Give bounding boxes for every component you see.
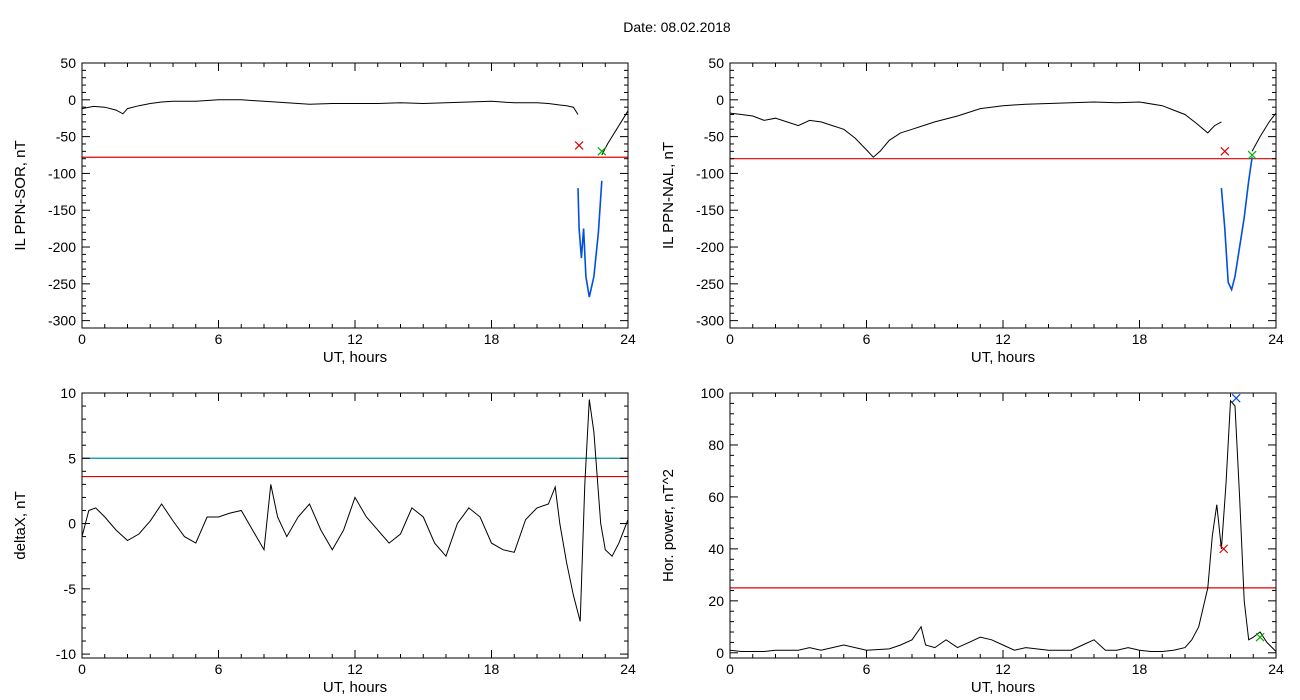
deltax-xtick-label: 6 xyxy=(215,661,223,677)
power-ytick-label: 100 xyxy=(701,385,725,401)
sor-xtick-label: 12 xyxy=(347,331,363,347)
deltax-xtick-label: 12 xyxy=(347,661,363,677)
nal-ytick-label: 50 xyxy=(708,55,724,71)
nal-ytick-label: -100 xyxy=(696,165,724,181)
sor-ytick-label: -50 xyxy=(56,129,76,145)
nal-plot-frame xyxy=(729,62,1277,329)
power-xtick-label: 0 xyxy=(726,661,734,677)
nal-ytick-label: -200 xyxy=(696,239,724,255)
nal-series-line-2 xyxy=(1251,112,1276,152)
sor-ytick-label: -250 xyxy=(48,276,76,292)
sor-ytick-label: -200 xyxy=(48,239,76,255)
nal-xtick-label: 0 xyxy=(726,331,734,347)
page-title: Date: 08.02.2018 xyxy=(0,19,1300,35)
power-marker-2 xyxy=(1255,632,1265,642)
power-series-line-0 xyxy=(730,399,1276,652)
sor-xtick-label: 24 xyxy=(620,331,636,347)
nal-ytick-label: -50 xyxy=(704,129,724,145)
nal-xtick-label: 12 xyxy=(995,331,1011,347)
nal-x-axis-label: UT, hours xyxy=(971,349,1035,366)
deltax-ytick-label: 10 xyxy=(60,385,76,401)
sor-ytick-label: 0 xyxy=(68,92,76,108)
power-marker-0 xyxy=(1219,544,1229,554)
sor-marker-1 xyxy=(597,146,607,156)
sor-series-line-0 xyxy=(82,99,579,115)
sor-ytick-label: -300 xyxy=(48,313,76,329)
sor-series-line-2 xyxy=(601,110,628,156)
nal-ytick-label: -250 xyxy=(696,276,724,292)
nal-ytick-label: -300 xyxy=(696,313,724,329)
sor-xtick-label: 6 xyxy=(215,331,223,347)
deltax-ytick-label: -10 xyxy=(56,646,76,662)
deltax-ytick-label: -5 xyxy=(64,581,77,597)
power-ytick-label: 40 xyxy=(708,541,724,557)
deltax-ytick-label: 5 xyxy=(68,450,76,466)
nal-series-line-0 xyxy=(730,101,1222,158)
sor-ytick-label: -100 xyxy=(48,165,76,181)
nal-y-axis-label: IL PPN-NAL, nT xyxy=(660,142,677,249)
power-xtick-label: 18 xyxy=(1132,661,1148,677)
power-x-axis-label: UT, hours xyxy=(971,679,1035,696)
sor-ytick-label: -150 xyxy=(48,202,76,218)
power-ytick-label: 20 xyxy=(708,593,724,609)
deltax-y-axis-label: deltaX, nT xyxy=(12,491,29,559)
nal-xtick-label: 24 xyxy=(1268,331,1284,347)
sor-plot-frame xyxy=(81,62,629,329)
power-xtick-label: 24 xyxy=(1268,661,1284,677)
sor-xtick-label: 0 xyxy=(78,331,86,347)
nal-ytick-label: 0 xyxy=(716,92,724,108)
sor-x-axis-label: UT, hours xyxy=(323,349,387,366)
power-y-axis-label: Hor. power, nT^2 xyxy=(660,469,677,582)
power-ytick-label: 0 xyxy=(716,645,724,661)
sor-marker-0 xyxy=(574,141,584,150)
deltax-xtick-label: 0 xyxy=(78,661,86,677)
sor-series-line-1 xyxy=(577,180,603,298)
power-ytick-label: 60 xyxy=(708,489,724,505)
nal-marker-1 xyxy=(1247,150,1257,160)
date-value: 08.02.2018 xyxy=(660,19,731,35)
nal-series-line-1 xyxy=(1220,157,1253,293)
deltax-x-axis-label: UT, hours xyxy=(323,679,387,696)
power-ytick-label: 80 xyxy=(708,437,724,453)
nal-ytick-label: -150 xyxy=(696,202,724,218)
power-xtick-label: 12 xyxy=(995,661,1011,677)
deltax-plot-frame xyxy=(81,392,629,659)
sor-xtick-label: 18 xyxy=(484,331,500,347)
sor-y-axis-label: IL PPN-SOR, nT xyxy=(12,140,29,250)
deltax-xtick-label: 18 xyxy=(484,661,500,677)
deltax-series-line-0 xyxy=(82,399,628,622)
nal-xtick-label: 18 xyxy=(1132,331,1148,347)
date-label: Date: xyxy=(623,19,657,35)
nal-marker-0 xyxy=(1220,146,1230,156)
deltax-ytick-label: 0 xyxy=(68,516,76,532)
power-plot-frame xyxy=(729,392,1277,659)
power-xtick-label: 6 xyxy=(863,661,871,677)
power-marker-1 xyxy=(1231,393,1241,403)
deltax-xtick-label: 24 xyxy=(620,661,636,677)
nal-xtick-label: 6 xyxy=(863,331,871,347)
sor-ytick-label: 50 xyxy=(60,55,76,71)
